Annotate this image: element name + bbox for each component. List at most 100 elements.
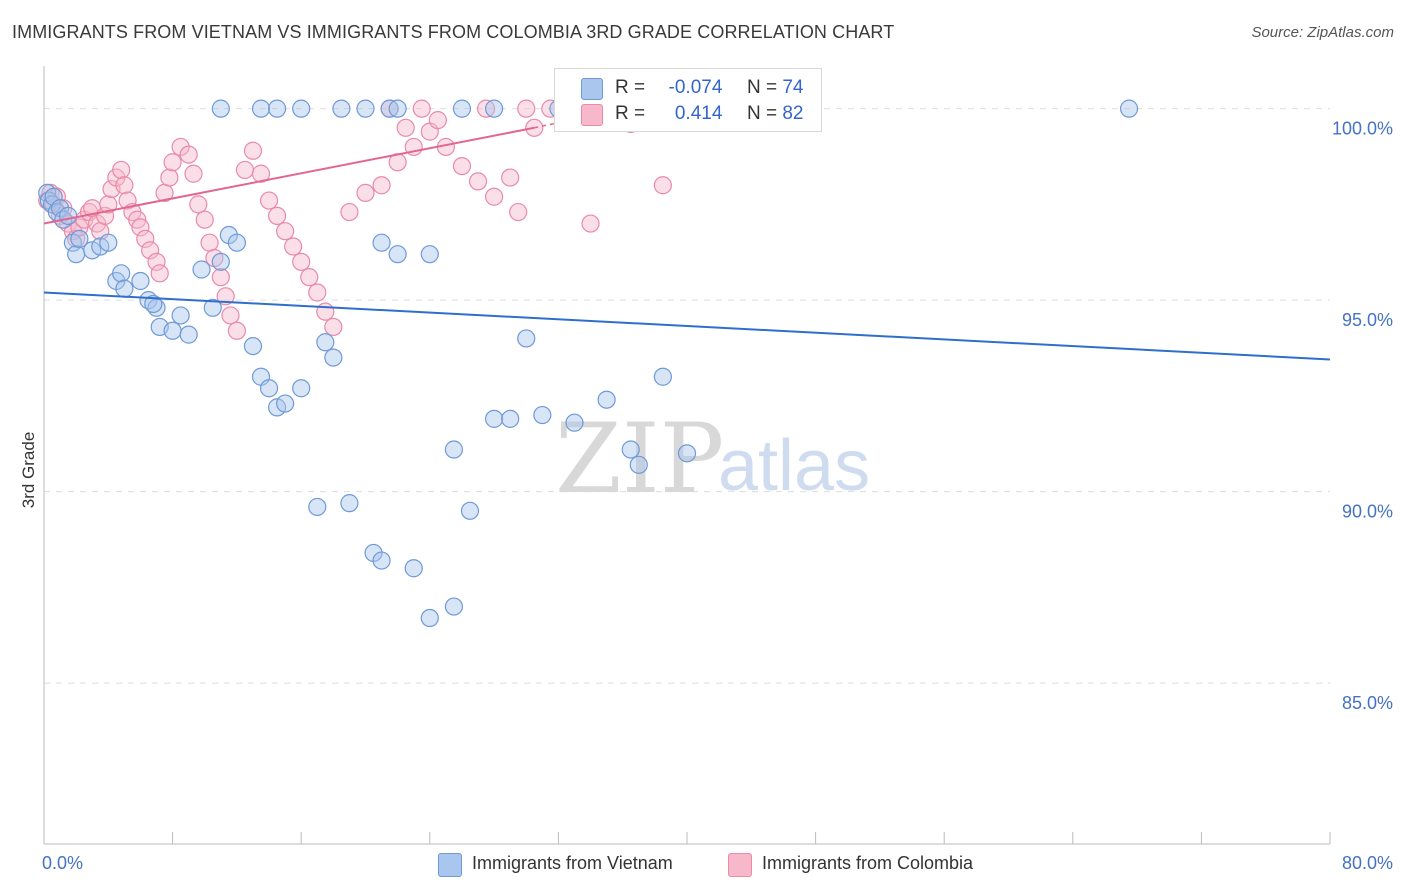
data-point <box>243 337 263 356</box>
data-point <box>216 287 235 306</box>
data-point <box>235 160 255 180</box>
data-point <box>356 183 375 202</box>
data-point <box>251 164 271 183</box>
data-point <box>581 214 600 233</box>
series-vietnam-points <box>38 99 1139 628</box>
data-point <box>44 187 63 206</box>
data-point <box>324 348 343 367</box>
data-point <box>292 379 311 398</box>
data-point <box>444 440 464 459</box>
data-point <box>267 99 287 118</box>
data-point <box>284 237 303 256</box>
data-point <box>195 210 214 229</box>
legend-row-colombia-text: R = 0.414 N = 82 <box>615 103 803 125</box>
data-point <box>147 252 166 271</box>
data-point <box>356 99 375 118</box>
data-point <box>565 413 584 432</box>
data-point <box>629 455 648 474</box>
data-point <box>340 494 359 513</box>
vietnam-legend-label: Immigrants from Vietnam <box>472 853 673 873</box>
data-point <box>420 245 439 264</box>
data-point <box>112 160 131 180</box>
data-point <box>211 268 230 287</box>
data-point <box>59 206 78 225</box>
n-label: N = <box>746 103 778 124</box>
y-tick-label: 100.0% <box>1332 119 1393 139</box>
data-point <box>99 195 118 214</box>
data-point <box>276 394 295 413</box>
watermark: ZIP atlas <box>555 403 870 515</box>
y-axis-label: 3rd Grade <box>19 432 38 509</box>
r-label: R = <box>615 103 646 124</box>
data-point <box>412 99 431 118</box>
data-point <box>372 176 391 195</box>
data-point <box>517 329 536 348</box>
data-point <box>372 233 391 252</box>
data-point <box>404 559 423 578</box>
data-point <box>460 501 480 520</box>
data-point <box>485 409 504 428</box>
colombia-swatch <box>581 104 603 126</box>
data-point <box>211 252 230 271</box>
data-point <box>468 172 488 191</box>
data-point <box>115 279 134 298</box>
data-point <box>292 252 311 271</box>
series-legend: Immigrants from Vietnam Immigrants from … <box>0 852 1406 878</box>
data-point <box>340 202 359 222</box>
colombia-legend-swatch <box>728 853 752 877</box>
data-point <box>136 229 155 248</box>
y-tick-label: 90.0% <box>1342 502 1393 522</box>
data-point <box>517 99 536 118</box>
r-value-colombia: 0.414 <box>674 103 723 124</box>
data-point <box>211 99 230 118</box>
data-point <box>276 222 295 241</box>
data-point <box>653 176 672 195</box>
data-point <box>184 164 203 183</box>
n-value-vietnam: 74 <box>782 77 804 98</box>
data-point <box>259 379 279 398</box>
data-point <box>140 241 160 260</box>
data-point <box>653 367 672 386</box>
y-tick-label: 95.0% <box>1342 310 1393 330</box>
data-point <box>189 195 208 214</box>
data-point <box>118 191 137 210</box>
data-point <box>171 306 190 325</box>
colombia-trend-line <box>43 126 535 225</box>
data-point <box>251 99 271 118</box>
axes <box>43 66 1331 845</box>
data-point <box>621 440 640 459</box>
data-point <box>144 294 163 314</box>
data-point <box>533 405 552 425</box>
chart-title: IMMIGRANTS FROM VIETNAM VS IMMIGRANTS FR… <box>12 22 895 42</box>
n-label: N = <box>746 77 778 98</box>
legend-row-vietnam-text: R = -0.074 N = 74 <box>615 77 803 99</box>
data-point <box>131 271 150 291</box>
r-label: R = <box>615 77 646 98</box>
series-colombia-points <box>38 99 672 340</box>
data-point <box>452 156 472 176</box>
data-point <box>509 202 528 222</box>
grid <box>44 108 1330 684</box>
stats-legend: R = -0.074 N = 74 R = 0.414 N = 82 <box>554 68 822 132</box>
data-point <box>420 608 439 628</box>
data-point <box>501 168 520 187</box>
data-point <box>267 206 287 225</box>
data-point <box>163 321 182 340</box>
data-point <box>485 187 504 206</box>
data-point <box>428 111 447 130</box>
data-point <box>227 321 246 340</box>
data-point <box>597 390 616 409</box>
data-point <box>300 268 319 287</box>
data-point <box>112 264 131 283</box>
data-point <box>99 233 118 252</box>
data-point <box>485 99 504 118</box>
data-point <box>221 306 240 325</box>
y-tick-label: 85.0% <box>1342 693 1393 713</box>
source-label: Source: ZipAtlas.com <box>1251 24 1394 41</box>
data-point <box>372 551 391 570</box>
data-point <box>179 145 198 164</box>
data-point <box>292 99 311 118</box>
data-point <box>179 325 198 344</box>
vietnam-trend-line <box>43 291 1331 361</box>
